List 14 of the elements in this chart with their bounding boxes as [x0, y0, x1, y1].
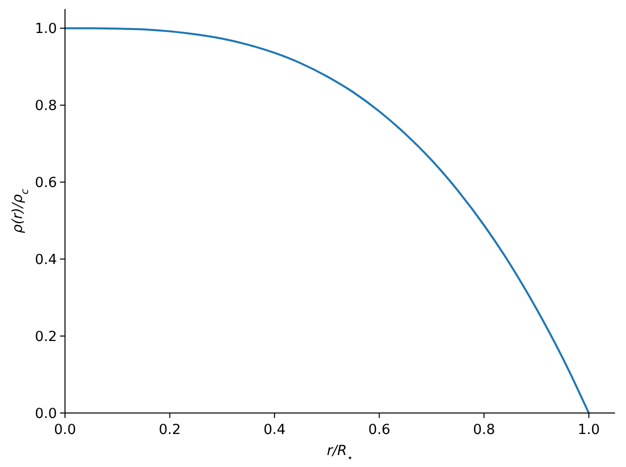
x-tick-label: 0.8 — [473, 422, 496, 438]
x-tick-label: 0.0 — [54, 422, 76, 438]
y-tick-label: 0.0 — [34, 406, 57, 422]
x-tick-label: 0.6 — [368, 422, 390, 438]
y-tick-label: 1.0 — [34, 21, 57, 38]
x-tick-label: 0.2 — [158, 422, 181, 438]
y-tick-label: 0.8 — [34, 98, 57, 114]
y-tick-label: 0.6 — [34, 175, 57, 192]
x-axis-title: r/R$_{⋆}$ — [326, 443, 354, 464]
y-tick-label: 0.4 — [34, 252, 58, 268]
line-series — [64, 27, 590, 414]
y-tick-label: 0.2 — [34, 329, 57, 346]
x-tick-label: 1.0 — [578, 422, 600, 438]
x-tick-label: 0.4 — [263, 422, 286, 438]
